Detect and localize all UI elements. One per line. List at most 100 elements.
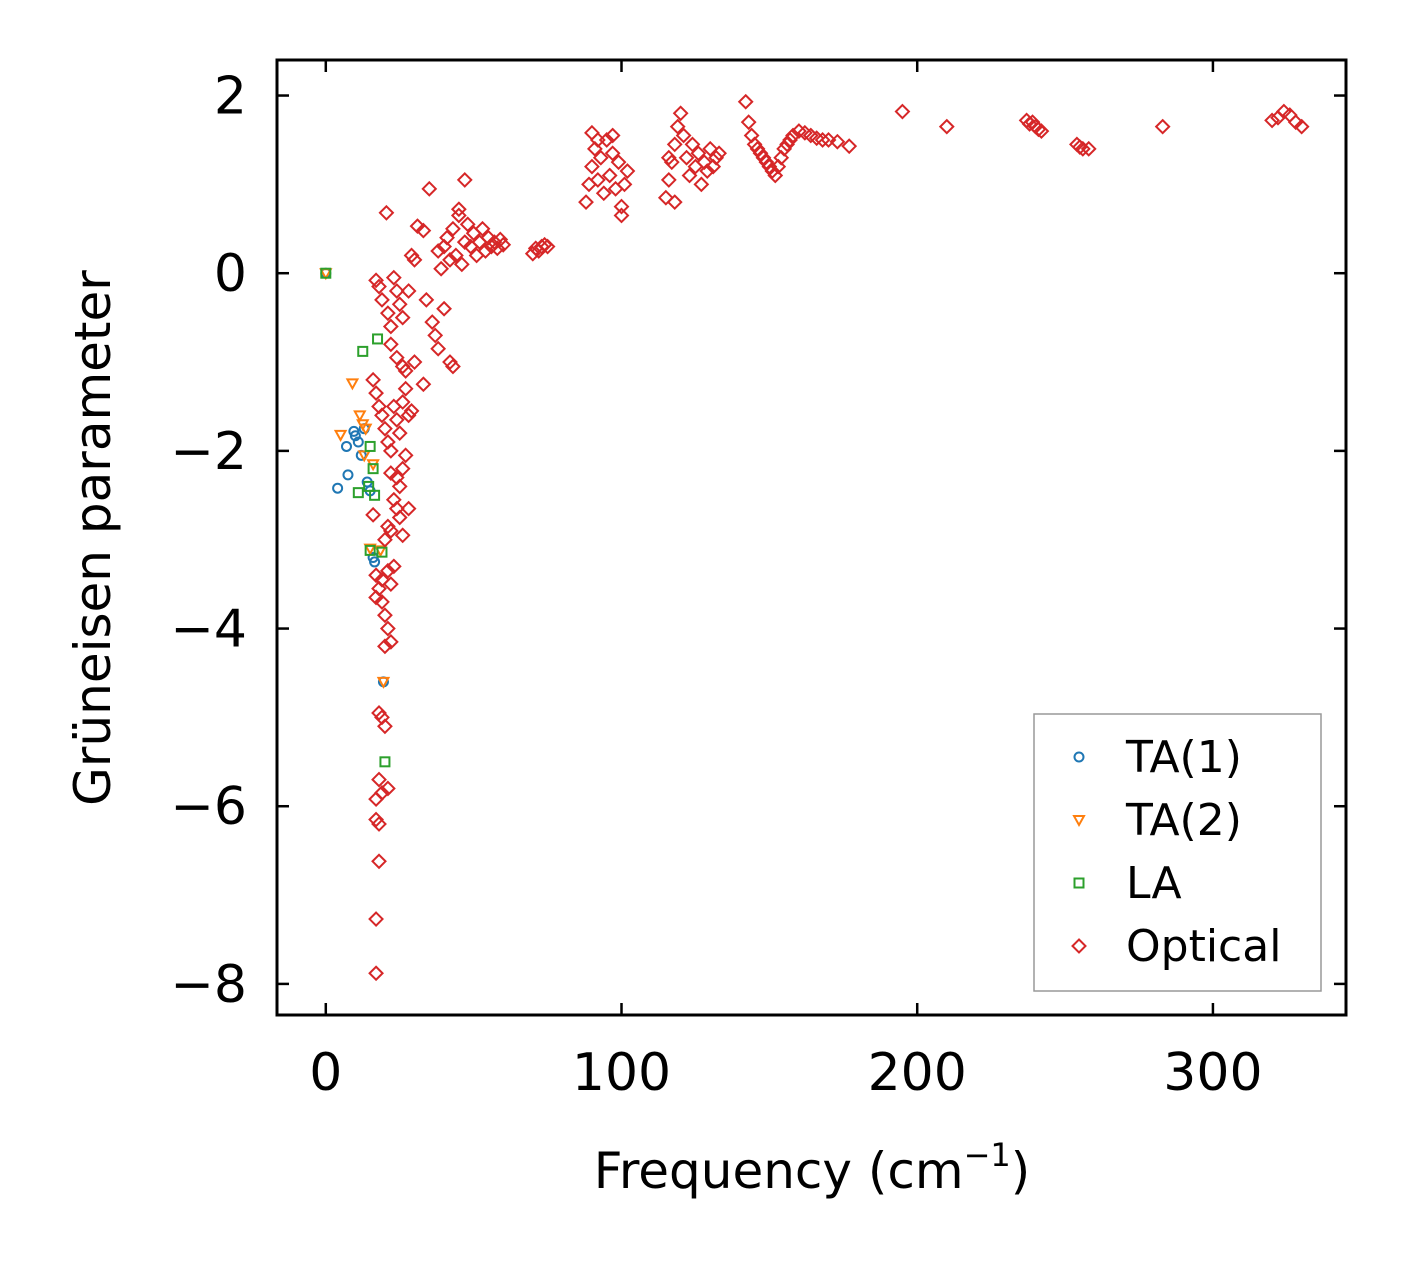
data-point bbox=[456, 172, 473, 188]
data-point bbox=[684, 136, 701, 153]
data-point bbox=[436, 300, 452, 317]
data-point bbox=[492, 231, 509, 248]
data-point bbox=[374, 571, 390, 588]
data-point bbox=[368, 567, 384, 584]
data-point bbox=[672, 105, 689, 122]
data-point bbox=[394, 309, 411, 326]
data-point bbox=[758, 154, 775, 171]
data-point bbox=[604, 145, 621, 162]
data-point bbox=[767, 167, 784, 184]
data-point bbox=[352, 436, 364, 448]
data-point bbox=[369, 556, 381, 568]
data-point bbox=[333, 429, 348, 442]
data-point bbox=[377, 420, 393, 437]
x-axis-ticks: 0 100 200 300 bbox=[309, 60, 1263, 1103]
data-point bbox=[785, 127, 801, 144]
data-point bbox=[459, 216, 476, 233]
data-point bbox=[595, 185, 612, 202]
data-point bbox=[403, 247, 420, 264]
data-point bbox=[430, 243, 447, 259]
data-point bbox=[357, 450, 371, 463]
x-tick-label: 100 bbox=[572, 1043, 671, 1103]
x-tick-label: 0 bbox=[309, 1043, 342, 1103]
data-point bbox=[379, 518, 396, 535]
y-tick-label: −6 bbox=[170, 777, 247, 837]
data-point bbox=[1033, 123, 1050, 139]
data-point bbox=[371, 771, 387, 788]
data-point bbox=[382, 465, 399, 482]
data-point bbox=[427, 327, 444, 344]
data-point bbox=[357, 345, 369, 357]
data-point bbox=[371, 705, 387, 721]
data-point bbox=[332, 482, 344, 494]
data-point bbox=[382, 442, 399, 459]
data-point bbox=[1293, 118, 1310, 135]
legend-label: TA(1) bbox=[1125, 732, 1242, 783]
data-point bbox=[782, 132, 798, 148]
data-point bbox=[829, 133, 846, 150]
data-point bbox=[374, 593, 390, 610]
data-point bbox=[320, 267, 332, 279]
data-point bbox=[613, 198, 630, 215]
x-tick-label: 200 bbox=[868, 1043, 967, 1103]
data-point bbox=[424, 314, 441, 330]
data-point bbox=[601, 167, 618, 184]
data-point bbox=[379, 305, 396, 322]
data-point bbox=[379, 620, 396, 637]
data-point bbox=[604, 127, 621, 144]
y-tick-label: −2 bbox=[170, 422, 247, 482]
data-point bbox=[752, 145, 769, 162]
data-point bbox=[378, 204, 395, 221]
data-point bbox=[374, 291, 390, 308]
data-point bbox=[841, 138, 858, 155]
legend: TA(1) TA(2) LA Optical bbox=[1033, 713, 1322, 992]
data-point bbox=[379, 756, 391, 768]
data-point bbox=[371, 853, 387, 870]
data-point bbox=[385, 558, 402, 575]
data-point bbox=[418, 291, 435, 308]
data-point bbox=[442, 354, 458, 370]
data-point bbox=[385, 398, 402, 415]
data-point bbox=[382, 318, 399, 335]
data-point bbox=[453, 256, 470, 273]
data-point bbox=[770, 158, 787, 175]
data-point bbox=[681, 167, 698, 184]
data-point bbox=[368, 272, 384, 289]
data-point bbox=[421, 180, 438, 197]
data-point bbox=[938, 118, 955, 135]
data-point bbox=[1154, 118, 1171, 135]
data-point bbox=[666, 136, 683, 153]
data-point bbox=[368, 589, 384, 606]
data-point bbox=[397, 363, 414, 379]
data-point bbox=[814, 132, 831, 148]
y-axis-ticks: 2 0 −2 −4 −6 −8 bbox=[170, 67, 1346, 1015]
y-axis-label: Grüneisen parameter bbox=[64, 270, 122, 806]
data-point bbox=[663, 154, 680, 171]
data-point bbox=[693, 176, 710, 193]
series-optical bbox=[365, 93, 1310, 982]
data-point bbox=[400, 407, 417, 424]
data-point bbox=[447, 247, 464, 264]
data-point bbox=[415, 376, 432, 393]
data-point bbox=[364, 544, 376, 556]
data-point bbox=[377, 531, 393, 548]
legend-marker bbox=[1073, 751, 1085, 763]
data-point bbox=[379, 562, 396, 579]
data-point bbox=[486, 234, 503, 251]
data-point bbox=[371, 278, 387, 295]
data-point bbox=[406, 354, 423, 370]
legend-label: TA(2) bbox=[1125, 795, 1242, 846]
data-point bbox=[400, 500, 417, 517]
data-point bbox=[377, 718, 393, 735]
data-point bbox=[495, 236, 512, 253]
data-point bbox=[372, 333, 384, 345]
data-point bbox=[1264, 112, 1280, 129]
data-point bbox=[474, 220, 491, 237]
data-point bbox=[776, 140, 793, 157]
data-point bbox=[388, 283, 405, 299]
data-point bbox=[365, 371, 382, 388]
series-la bbox=[320, 267, 391, 768]
data-point bbox=[581, 176, 597, 193]
data-point bbox=[616, 176, 633, 193]
data-point bbox=[613, 207, 630, 224]
